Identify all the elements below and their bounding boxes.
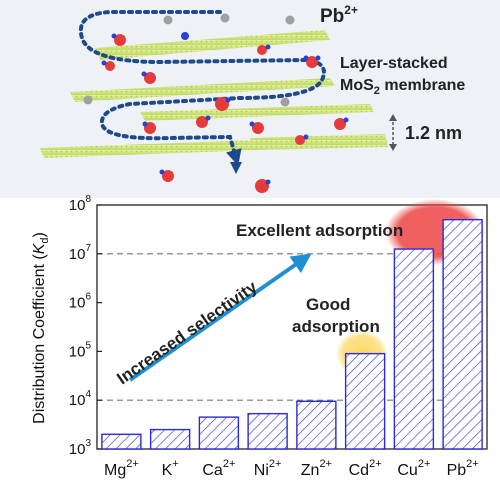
x-label-symbol: Pb <box>447 462 467 479</box>
membrane-label-line2: MoS2 membrane <box>340 77 465 97</box>
x-label-symbol: Cu <box>397 462 417 479</box>
y-tick-label-6: 106 <box>69 292 92 312</box>
y-tick-exponent: 6 <box>85 292 91 303</box>
y-tick-exponent: 3 <box>85 438 91 449</box>
membrane-label-line1: Layer-stacked <box>340 55 448 72</box>
bar-k <box>149 428 191 450</box>
y-tick-base: 10 <box>69 392 86 409</box>
y-axis-label-k: K <box>31 242 48 254</box>
x-label-symbol: Zn <box>301 462 320 479</box>
x-label-symbol: Mg <box>104 462 126 479</box>
membrane-illustration: Pb2+ Layer-stacked MoS2 membrane 1.2 nm <box>0 0 500 198</box>
excellent-adsorption-label: Excellent adsorption <box>236 221 403 240</box>
ion-pathway-dotted <box>78 10 326 166</box>
mos2-sheet-2 <box>70 78 335 102</box>
x-label-symbol: Cd <box>349 462 369 479</box>
bar-pb <box>442 218 483 450</box>
membrane-label-sub: 2 <box>374 85 380 97</box>
bar-ni <box>247 412 288 450</box>
x-label-cd: Cd2+ <box>349 458 382 479</box>
x-label-cu: Cu2+ <box>397 458 430 479</box>
y-axis-label-close: ) <box>31 232 48 237</box>
x-label-charge: 2+ <box>223 458 236 470</box>
selectivity-arrow <box>128 253 312 382</box>
y-tick-label-8: 108 <box>69 194 92 214</box>
x-label-pb: Pb2+ <box>447 458 479 479</box>
y-axis-label: Distribution Coefficient (Kd) <box>31 232 51 424</box>
x-label-charge: 2+ <box>466 458 479 470</box>
x-label-charge: + <box>172 458 178 470</box>
bar-cu <box>393 248 435 450</box>
x-axis-labels: Mg2+ K+ Ca2+ Ni2+ Zn2+ Cd2+ Cu2+ Pb2+ <box>104 458 479 479</box>
x-label-charge: 2+ <box>418 458 431 470</box>
y-tick-exponent: 7 <box>85 243 91 254</box>
x-label-charge: 2+ <box>269 458 282 470</box>
x-label-ni: Ni2+ <box>254 458 282 479</box>
bars <box>101 218 483 450</box>
y-tick-label-5: 105 <box>69 340 92 360</box>
mos2-sheet-1 <box>95 30 330 60</box>
y-tick-base: 10 <box>69 343 86 360</box>
mos2-sheet-3 <box>140 104 374 121</box>
x-label-charge: 2+ <box>319 458 332 470</box>
membrane-label-mos: MoS <box>340 77 374 94</box>
y-axis-label-sub: d <box>39 237 51 243</box>
y-tick-base: 10 <box>69 246 86 263</box>
spacing-marker <box>389 114 397 151</box>
x-label-symbol: K <box>162 462 173 479</box>
y-tick-base: 10 <box>69 295 86 312</box>
y-tick-exponent: 4 <box>85 389 91 400</box>
ion-particles <box>83 13 349 193</box>
good-adsorption-label-2: adsorption <box>292 317 380 336</box>
lead-ion-charge: 2+ <box>344 3 358 17</box>
y-tick-label-7: 107 <box>69 243 92 263</box>
membrane-label-rest: membrane <box>380 77 465 94</box>
bar-zn <box>296 400 337 450</box>
x-label-mg: Mg2+ <box>104 458 139 479</box>
y-tick-exponent: 8 <box>85 194 91 205</box>
x-label-symbol: Ni <box>254 462 269 479</box>
good-adsorption-label-1: Good <box>306 295 350 314</box>
x-label-ca: Ca2+ <box>202 458 235 479</box>
y-tick-base: 10 <box>69 441 86 458</box>
y-tick-label-3: 103 <box>69 438 92 458</box>
x-label-zn: Zn2+ <box>301 458 332 479</box>
bar-ca <box>198 416 240 450</box>
bar-mg <box>101 433 142 450</box>
y-axis-label-main: Distribution Coefficient ( <box>31 254 48 424</box>
y-tick-exponent: 5 <box>85 340 91 351</box>
spacing-label: 1.2 nm <box>405 123 462 143</box>
x-label-charge: 2+ <box>369 458 382 470</box>
mos2-sheet-4 <box>40 140 258 158</box>
x-label-symbol: Ca <box>202 462 223 479</box>
lead-ion-label: Pb2+ <box>320 3 358 27</box>
lead-ion-symbol: Pb <box>320 6 344 27</box>
x-label-charge: 2+ <box>126 458 139 470</box>
y-tick-base: 10 <box>69 197 86 214</box>
x-label-k: K+ <box>162 458 179 479</box>
mos2-sheet-5 <box>250 134 388 150</box>
bar-cd <box>344 352 386 450</box>
y-tick-label-4: 104 <box>69 389 92 409</box>
